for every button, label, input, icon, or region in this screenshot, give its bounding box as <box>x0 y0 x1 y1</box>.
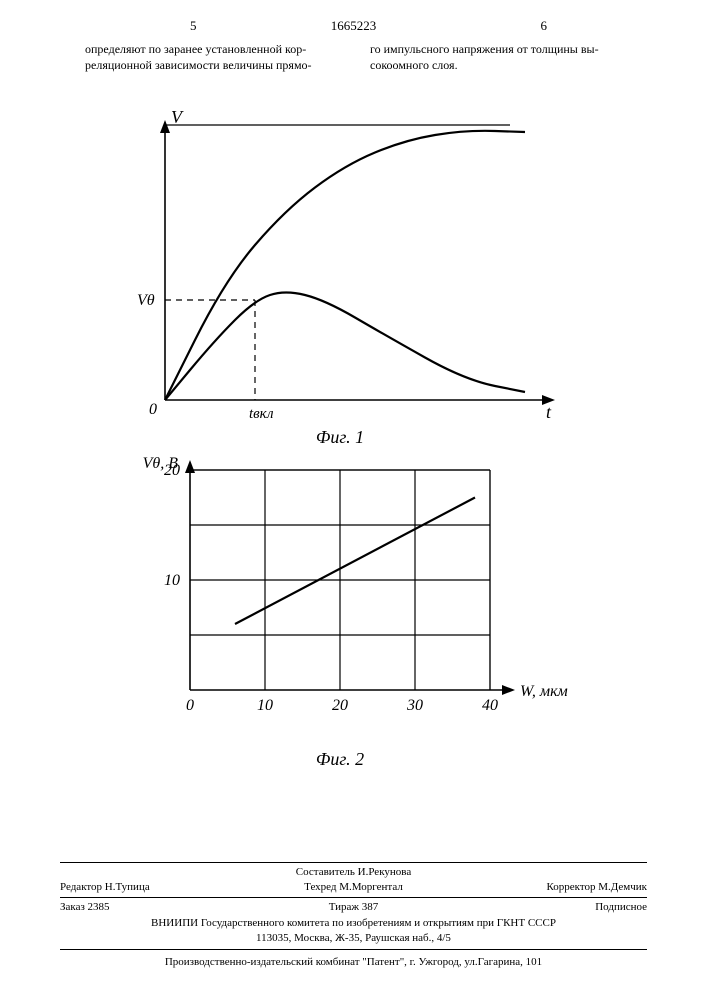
svg-text:10: 10 <box>164 572 180 589</box>
footer-circulation: Тираж 387 <box>256 900 452 915</box>
footer-tech: Техред М.Моргентал <box>256 880 452 895</box>
svg-text:10: 10 <box>257 697 273 714</box>
footer-publisher: Производственно-издательский комбинат "П… <box>60 952 647 970</box>
figure-2-caption: Фиг. 2 <box>270 749 410 770</box>
figure-2: Vθ, ВW, мкм2010010203040 Фиг. 2 <box>120 450 570 770</box>
figure-1: Vt Vθ tвкл 0 Фиг. 1 <box>110 105 570 448</box>
svg-text:0: 0 <box>186 697 194 714</box>
figure-1-svg: Vt Vθ tвкл 0 <box>110 105 570 430</box>
svg-text:t: t <box>546 402 552 422</box>
body-text-right: го импульсного напряжения от толщины вы-… <box>370 42 620 73</box>
svg-text:V: V <box>171 107 184 127</box>
svg-text:Vθ: Vθ <box>137 292 155 309</box>
figure-2-svg: Vθ, ВW, мкм2010010203040 <box>120 450 570 750</box>
footer-order: Заказ 2385 <box>60 900 256 915</box>
svg-text:30: 30 <box>406 697 423 714</box>
footer-address: 113035, Москва, Ж-35, Раушская наб., 4/5 <box>60 931 647 946</box>
footer-institute: ВНИИПИ Государственного комитета по изоб… <box>60 916 647 931</box>
document-number: 1665223 <box>331 18 377 34</box>
svg-text:40: 40 <box>482 697 498 714</box>
svg-text:W, мкм: W, мкм <box>520 683 568 700</box>
page-number-right: 6 <box>541 18 548 34</box>
footer-corrector: Корректор М.Демчик <box>451 880 647 895</box>
footer-subscription: Подписное <box>451 900 647 915</box>
footer-editor: Редактор Н.Тупица <box>60 880 256 895</box>
page-number-left: 5 <box>190 18 197 34</box>
footer: Составитель И.Рекунова Редактор Н.Тупица… <box>60 860 647 970</box>
figure-1-caption: Фиг. 1 <box>270 427 410 448</box>
svg-text:20: 20 <box>164 462 180 479</box>
svg-text:20: 20 <box>332 697 348 714</box>
body-text-left: определяют по заранее установленной кор-… <box>85 42 335 73</box>
footer-compiler: Составитель И.Рекунова <box>60 865 647 880</box>
svg-text:tвкл: tвкл <box>249 406 274 422</box>
svg-text:0: 0 <box>149 401 157 418</box>
